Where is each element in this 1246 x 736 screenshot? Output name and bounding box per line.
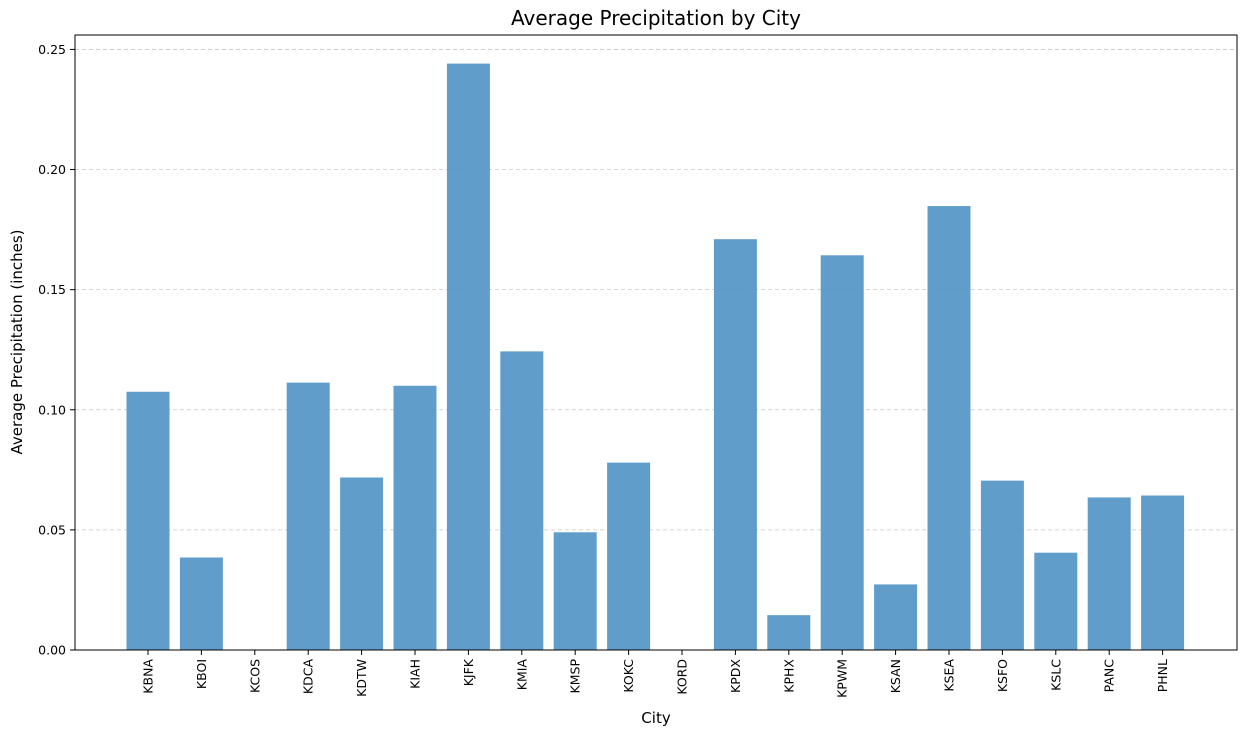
x-tick-label: KPWM (835, 659, 850, 698)
x-tick-label: PHNL (1155, 659, 1170, 692)
bar-kmia (500, 351, 544, 650)
gridlines (75, 49, 1237, 531)
x-tick-label: KSEA (942, 659, 957, 692)
x-tick-label: KSFO (995, 659, 1010, 692)
bar-ksea (927, 206, 971, 650)
x-tick-label: KOKC (621, 659, 636, 693)
bar-ksan (874, 584, 918, 650)
y-axis-label: Average Precipitation (inches) (8, 229, 26, 454)
bar-kbna (126, 391, 170, 650)
x-tick-label: PANC (1102, 659, 1117, 693)
bar-kslc (1034, 552, 1078, 650)
bar-kdtw (340, 477, 384, 650)
bar-kdca (286, 382, 330, 650)
x-tick-label: KPHX (781, 659, 796, 693)
x-tick-label: KDTW (354, 659, 369, 697)
x-tick-label: KJFK (461, 658, 476, 686)
bar-kboi (179, 557, 223, 650)
bar-ksfo (980, 480, 1024, 650)
bar-phnl (1141, 495, 1185, 650)
chart-title: Average Precipitation by City (511, 6, 801, 30)
bar-kpwm (820, 255, 864, 650)
x-tick-label: KBOI (194, 659, 209, 689)
x-tick-label: KCOS (247, 659, 262, 693)
bar-kphx (767, 615, 811, 650)
y-tick-label: 0.20 (38, 162, 66, 177)
x-tick-label: KBNA (141, 659, 156, 694)
axes: 0.00 0.05 0.10 0.15 0.20 0.25 KBNA KBOI KCOS KDCA… (38, 42, 1170, 698)
bar-kiah (393, 385, 437, 650)
y-tick-label: 0.15 (38, 282, 66, 297)
bar-kmsp (553, 532, 597, 650)
x-tick-label: KMSP (568, 659, 583, 694)
x-tick-label: KORD (675, 659, 690, 695)
x-tick-label: KSAN (888, 659, 903, 693)
y-tick-label: 0.10 (38, 402, 66, 417)
x-axis-label: City (641, 709, 671, 727)
bar-kjfk (446, 63, 490, 650)
x-tick-label: KSLC (1048, 659, 1063, 691)
bar-panc (1087, 497, 1131, 650)
bar-kpdx (713, 239, 757, 650)
bar-kokc (607, 462, 651, 650)
x-tick-label: KDCA (301, 659, 316, 695)
bars (126, 63, 1185, 650)
x-tick-label: KPDX (728, 659, 743, 693)
y-tick-label: 0.25 (38, 42, 66, 57)
x-tick-label: KMIA (514, 659, 529, 691)
x-tick-label: KIAH (408, 659, 423, 689)
plot-frame (74, 34, 1238, 651)
y-tick-label: 0.00 (38, 643, 66, 658)
y-tick-label: 0.05 (38, 522, 66, 537)
